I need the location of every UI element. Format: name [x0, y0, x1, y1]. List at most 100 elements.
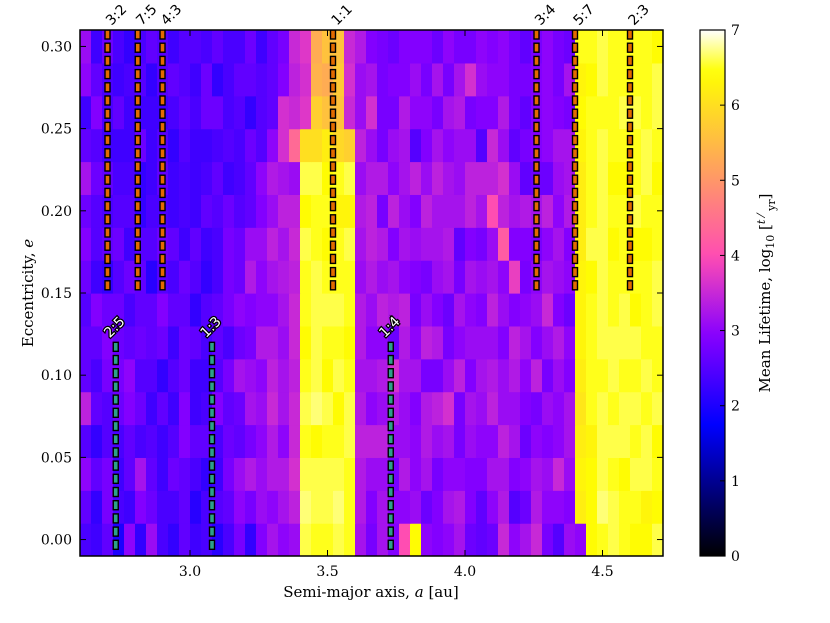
heatmap-cell	[190, 457, 202, 491]
heatmap-cell	[366, 358, 378, 393]
heatmap-cell	[575, 62, 587, 97]
heatmap-cell	[322, 30, 334, 64]
heatmap-cell	[410, 325, 422, 360]
heatmap-cell	[157, 490, 169, 524]
heatmap-cell	[113, 128, 125, 163]
colorbar-tick-label: 4	[731, 248, 740, 264]
heatmap-cell	[80, 391, 92, 426]
heatmap-cell	[465, 358, 477, 393]
resonance-marker-dash	[387, 473, 394, 485]
resonance-marker-dash	[104, 82, 111, 93]
heatmap-cell	[322, 128, 334, 163]
heatmap-cell	[575, 260, 587, 294]
resonance-marker-dash	[208, 434, 216, 445]
heatmap-cell	[234, 30, 246, 64]
resonance-marker-upper	[104, 30, 111, 291]
heatmap-cell	[289, 30, 301, 64]
heatmap-cell	[410, 260, 422, 294]
heatmap-cell	[322, 490, 334, 524]
heatmap-cell	[564, 260, 576, 294]
heatmap-cell	[630, 325, 642, 360]
resonance-marker-dash	[208, 394, 216, 405]
heatmap-cell	[113, 227, 125, 261]
resonance-marker-dash	[112, 394, 119, 405]
heatmap-cell	[234, 227, 246, 261]
heatmap-cell	[311, 293, 323, 327]
heatmap-cell	[157, 325, 169, 360]
heatmap-cell	[553, 457, 565, 491]
heatmap-cell	[124, 62, 136, 97]
heatmap-cell	[124, 391, 136, 426]
heatmap-cell	[564, 490, 576, 524]
resonance-marker-dash	[329, 200, 337, 212]
heatmap-cell	[168, 62, 180, 97]
heatmap-cell	[135, 391, 147, 426]
heatmap-cell	[575, 523, 587, 556]
heatmap-cell	[344, 62, 356, 97]
resonance-marker-dash	[571, 95, 579, 106]
heatmap-cell	[289, 260, 301, 294]
heatmap-cell	[190, 490, 202, 524]
heatmap-cell	[564, 325, 576, 360]
heatmap-cell	[333, 62, 345, 97]
resonance-marker-dash	[626, 108, 634, 119]
heatmap-cell	[388, 95, 400, 130]
resonance-marker-dash	[134, 108, 141, 119]
heatmap-cell	[355, 523, 367, 556]
heatmap-cell	[619, 161, 631, 195]
heatmap-cell	[212, 325, 224, 360]
heatmap-cell	[355, 457, 367, 491]
heatmap-cell	[443, 523, 455, 556]
heatmap-cell	[553, 194, 565, 228]
heatmap-cell	[421, 523, 433, 556]
heatmap-cell	[300, 128, 312, 163]
heatmap-cell	[234, 325, 246, 360]
heatmap-cell	[256, 161, 268, 195]
resonance-marker-dash	[571, 42, 579, 53]
heatmap-cell	[597, 95, 609, 130]
resonance-marker-dash	[533, 214, 540, 225]
resonance-marker-dash	[104, 266, 111, 278]
resonance-marker-dash	[159, 42, 166, 53]
heatmap-cell	[421, 293, 433, 327]
heatmap-cell	[344, 523, 356, 556]
heatmap-cell	[135, 293, 147, 327]
heatmap-cell	[146, 95, 158, 130]
heatmap-cell	[201, 194, 213, 228]
heatmap-cell	[190, 358, 202, 393]
heatmap-cell	[509, 128, 521, 163]
heatmap-cell	[641, 325, 653, 360]
heatmap-cell	[91, 161, 103, 195]
resonance-marker-dash	[626, 42, 634, 53]
heatmap-cell	[619, 128, 631, 163]
heatmap-cell	[212, 293, 224, 327]
heatmap-cell	[256, 95, 268, 130]
resonance-marker-dash	[533, 30, 540, 40]
heatmap-cell	[410, 128, 422, 163]
heatmap-cell	[421, 161, 433, 195]
heatmap-cell	[410, 95, 422, 130]
heatmap-cell	[553, 30, 565, 64]
heatmap-cell	[322, 95, 334, 130]
heatmap-cell	[168, 523, 180, 556]
heatmap-cell	[289, 490, 301, 524]
heatmap-cell	[344, 194, 356, 228]
heatmap-cell	[476, 30, 488, 31]
heatmap-cell	[597, 490, 609, 524]
resonance-marker-dash	[626, 240, 634, 251]
heatmap-cell	[454, 30, 466, 31]
heatmap-cell	[311, 260, 323, 294]
resonance-marker-dash	[329, 82, 337, 93]
heatmap-cell	[366, 30, 378, 64]
resonance-marker-dash	[329, 42, 337, 53]
heatmap-cell	[520, 161, 532, 195]
heatmap-cell	[179, 95, 191, 130]
resonance-marker-dash	[329, 121, 337, 133]
resonance-marker-dash	[159, 200, 166, 212]
colorbar-ticks: 0 1 2 3 4 5 6 7	[720, 23, 740, 565]
heatmap-cell	[652, 293, 663, 327]
heatmap-cell	[278, 260, 290, 294]
heatmap-cell	[443, 260, 455, 294]
heatmap-cell	[355, 227, 367, 261]
heatmap-cell	[289, 194, 301, 228]
